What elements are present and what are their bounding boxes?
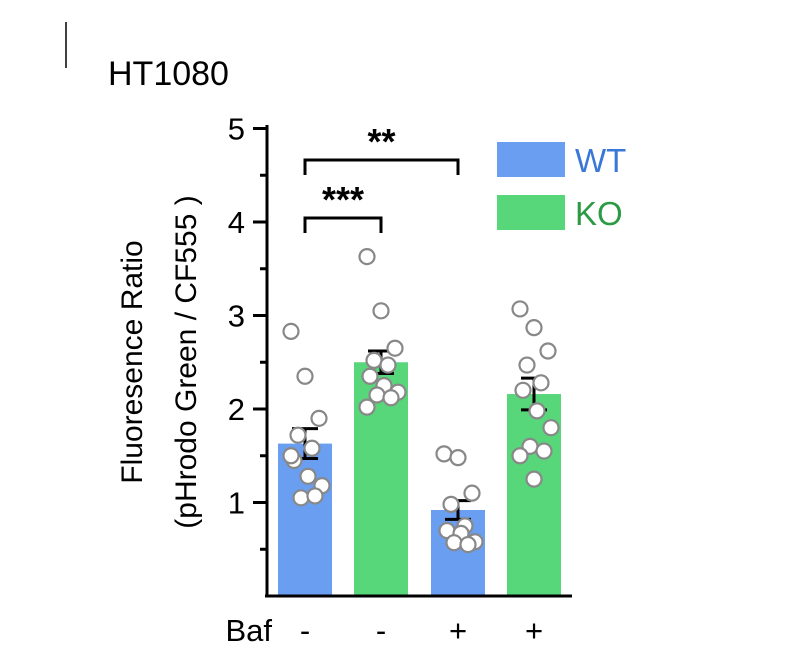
y-tick-label: 3 xyxy=(228,299,245,334)
y-axis-label-line2: (pHrodo Green / CF555 ) xyxy=(170,195,203,528)
significance-label: *** xyxy=(322,179,364,220)
x-label-baf-2: - xyxy=(376,613,386,648)
data-point xyxy=(282,447,300,465)
data-point xyxy=(511,300,529,318)
data-point xyxy=(296,367,314,385)
y-tick-label: 2 xyxy=(228,392,245,427)
legend: WT KO xyxy=(497,142,626,232)
legend-label-wt: WT xyxy=(575,142,626,179)
data-point xyxy=(442,495,460,513)
legend-label-ko: KO xyxy=(575,195,623,232)
data-point xyxy=(303,439,321,457)
data-point xyxy=(525,470,543,488)
data-point xyxy=(358,398,376,416)
data-point xyxy=(310,409,328,427)
data-point xyxy=(361,367,379,385)
data-point xyxy=(542,419,560,437)
significance-bracket xyxy=(303,216,383,233)
y-tick-label: 1 xyxy=(228,486,245,521)
data-point xyxy=(532,374,550,392)
data-point xyxy=(445,534,463,552)
data-point xyxy=(514,381,532,399)
data-point xyxy=(535,442,553,460)
significance-bracket xyxy=(303,158,460,175)
y-axis-label-line1: Fluoresence Ratio xyxy=(116,240,149,483)
significance-label: ** xyxy=(367,121,395,162)
data-point xyxy=(511,447,529,465)
y-ticks-layer: 1 2 3 4 5 xyxy=(228,112,267,551)
x-label-baf-1: - xyxy=(300,613,310,648)
data-point xyxy=(539,342,557,360)
data-point xyxy=(459,535,477,554)
legend-swatch-wt xyxy=(497,142,565,177)
data-point xyxy=(306,487,324,505)
y-tick-label: 4 xyxy=(228,205,245,240)
data-point xyxy=(358,247,376,266)
points-layer xyxy=(282,247,560,554)
data-point xyxy=(463,484,481,502)
data-point xyxy=(292,489,310,507)
data-point xyxy=(299,467,317,485)
data-point xyxy=(282,322,300,340)
chart-title: HT1080 xyxy=(108,55,229,93)
x-label-baf-3: + xyxy=(449,613,467,648)
significance-layer: ***** xyxy=(303,121,460,233)
data-point xyxy=(435,445,453,463)
data-point xyxy=(449,449,467,467)
data-point xyxy=(525,319,543,337)
data-point xyxy=(289,426,307,444)
x-label-baf-4: + xyxy=(525,613,543,648)
data-point xyxy=(382,389,400,407)
data-point xyxy=(518,356,536,374)
data-point xyxy=(365,351,383,369)
data-point xyxy=(372,302,390,320)
condition-label-baf: Baf xyxy=(225,613,272,648)
data-point xyxy=(386,339,404,357)
bar-wt-1 xyxy=(278,443,332,596)
data-point xyxy=(528,402,546,420)
y-tick-label: 5 xyxy=(228,112,245,147)
data-point xyxy=(379,356,397,374)
x-labels-layer: - - + + xyxy=(300,613,543,648)
legend-swatch-ko xyxy=(497,195,565,230)
